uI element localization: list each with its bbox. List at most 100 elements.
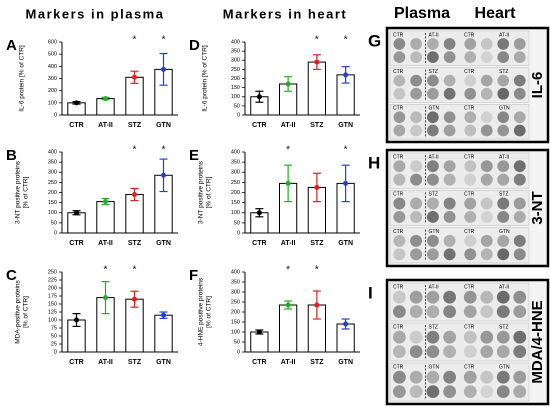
- x-tick-label: CTR: [69, 359, 83, 366]
- blot-dot: [410, 160, 423, 173]
- x-tick-label: AT-II: [281, 359, 296, 366]
- blot-dot: [513, 305, 527, 318]
- mean-point: [74, 210, 79, 216]
- blot-dot: [443, 210, 456, 223]
- blot-dot: [410, 197, 423, 210]
- blot-dot: [443, 160, 456, 173]
- y-tick-label: 350: [231, 49, 240, 55]
- x-tick-label: AT-II: [98, 240, 113, 247]
- y-tick-label: 100: [231, 94, 240, 100]
- x-tick-label: AT-II: [98, 122, 113, 129]
- blot-dot: [480, 248, 493, 261]
- y-tick-label: 200: [231, 76, 240, 82]
- blot-dot: [443, 385, 457, 398]
- blot-dot: [464, 124, 477, 137]
- blot-dot: [480, 74, 493, 87]
- blot-dot: [464, 248, 477, 261]
- blot-dot: [480, 87, 493, 100]
- blot-dot: [497, 124, 510, 137]
- blot-dot: [393, 51, 406, 64]
- y-tick-label: 150: [48, 200, 57, 206]
- blot-dot: [410, 51, 422, 64]
- blot-dot: [410, 210, 423, 223]
- x-tick-label: GTN: [338, 122, 353, 129]
- blot-dot: [426, 234, 439, 247]
- panel-letter: F: [189, 267, 198, 284]
- y-axis-label: 3-NT positive proteins: [15, 160, 22, 224]
- blot-dot: [426, 173, 439, 186]
- bar: [307, 61, 326, 116]
- x-tick-label: AT-II: [98, 359, 113, 366]
- blot-dot: [513, 234, 526, 247]
- blot-dot: [410, 173, 423, 186]
- blot-dot: [497, 160, 510, 173]
- blot-dot: [513, 51, 526, 64]
- blot-dot: [513, 248, 526, 261]
- mean-point: [161, 312, 166, 318]
- blot-dot: [393, 210, 406, 223]
- significance-marker: *: [315, 35, 319, 46]
- blot-dot: [426, 370, 440, 384]
- significance-marker: *: [104, 265, 108, 276]
- blot-lane-label: CTR: [464, 32, 475, 38]
- blot-dot: [464, 210, 477, 223]
- bar: [250, 331, 269, 353]
- blot-dot: [426, 197, 439, 210]
- blot-dot: [392, 385, 406, 398]
- y-tick-label: 100: [48, 210, 57, 216]
- blot-dot: [480, 370, 494, 384]
- column-header: Markers in heart: [223, 6, 347, 21]
- blot-dot: [393, 124, 406, 137]
- blot-dot: [497, 197, 510, 210]
- y-axis-label: [% of CTR]: [23, 176, 30, 208]
- blot-lane-label: AT-II: [429, 284, 439, 290]
- blot-dot: [513, 330, 527, 344]
- y-axis-label: [% of CTR]: [206, 296, 213, 328]
- blot-dot: [426, 290, 440, 304]
- blot-lane-label: CTR: [464, 324, 475, 330]
- x-tick-label: STZ: [310, 359, 324, 366]
- mean-point: [285, 81, 291, 87]
- blot-lane-label: CTR: [393, 69, 404, 75]
- blot-dot: [513, 74, 526, 87]
- blot-dot: [409, 305, 423, 318]
- blot-dot: [463, 385, 477, 398]
- y-tick-label: 300: [48, 76, 57, 82]
- panel-letter: D: [189, 37, 200, 54]
- mean-point: [132, 192, 137, 198]
- blot-dot: [513, 345, 527, 358]
- mean-point: [343, 321, 349, 327]
- mean-point: [314, 184, 320, 190]
- blot-dot: [513, 210, 526, 223]
- blot-dot: [513, 38, 526, 50]
- blot-dot: [392, 290, 406, 304]
- mean-point: [256, 94, 262, 100]
- y-axis-label: IL-6 protein [% of CTR]: [202, 45, 209, 112]
- y-axis-label: MDA-positive proteins: [15, 279, 22, 343]
- y-tick-label: 175: [48, 293, 57, 299]
- y-tick-label: 200: [231, 309, 240, 315]
- blot-dot: [426, 330, 440, 344]
- blot-dot: [393, 87, 406, 100]
- y-tick-label: 300: [231, 170, 240, 176]
- y-axis-label: 3-NT positive proteins: [198, 160, 205, 224]
- blot-dot: [496, 330, 510, 344]
- blot-lane-label: CTR: [464, 106, 475, 112]
- blot-lane-label: GTN: [429, 364, 440, 370]
- blot-dot: [426, 248, 439, 261]
- blot-dot: [409, 370, 423, 384]
- blot-dot: [443, 234, 456, 247]
- blot-header: Heart: [475, 5, 517, 22]
- blot-dot: [427, 87, 439, 100]
- y-tick-label: 400: [231, 39, 240, 45]
- blot-dot: [443, 111, 456, 124]
- blot-dot: [443, 248, 456, 261]
- blot-dot: [497, 111, 510, 124]
- mean-point: [74, 100, 79, 106]
- x-tick-label: CTR: [252, 240, 266, 247]
- y-tick-label: 250: [48, 269, 57, 275]
- y-tick-label: 300: [231, 58, 240, 64]
- y-tick-label: 50: [51, 220, 57, 226]
- blot-dot: [393, 38, 406, 50]
